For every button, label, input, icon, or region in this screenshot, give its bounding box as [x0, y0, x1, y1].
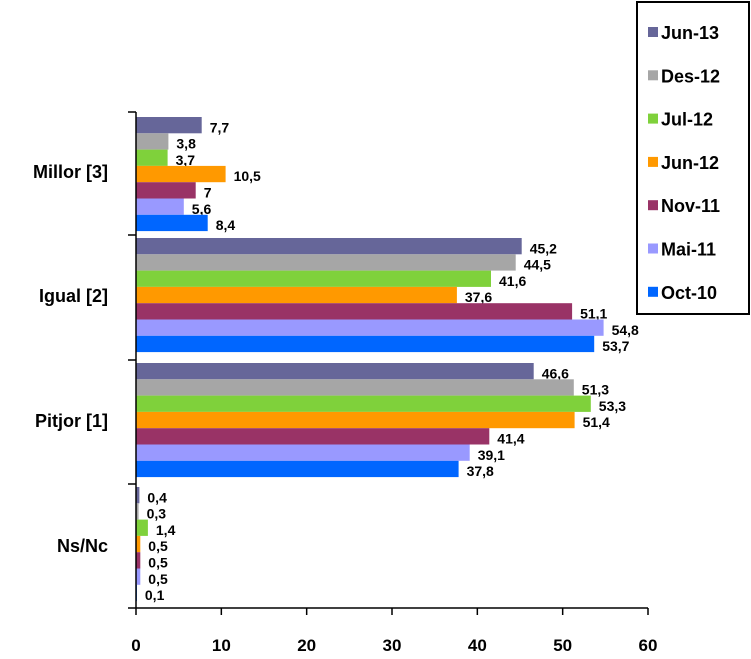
data-label: 41,4 [497, 431, 524, 447]
data-label: 5,6 [192, 201, 212, 217]
data-label: 10,5 [234, 168, 261, 184]
x-tick-label: 30 [383, 636, 402, 655]
legend-label: Jun-13 [661, 23, 719, 43]
bar-mai-11-2 [136, 444, 470, 461]
x-tick-label: 50 [553, 636, 572, 655]
legend-label: Nov-11 [661, 196, 720, 216]
data-label: 51,3 [582, 382, 609, 398]
legend-label: Jun-12 [661, 153, 719, 173]
bar-nov-11-0 [136, 182, 196, 199]
data-label: 39,1 [478, 447, 505, 463]
x-tick-label: 10 [212, 636, 231, 655]
category-label: Igual [2] [39, 286, 108, 306]
data-label: 0,5 [148, 538, 168, 554]
x-tick-label: 40 [468, 636, 487, 655]
bar-nov-11-2 [136, 428, 490, 445]
bar-jun-13-2 [136, 363, 534, 380]
data-label: 51,4 [583, 414, 610, 430]
legend-label: Mai-11 [661, 240, 716, 260]
x-tick-label: 20 [297, 636, 316, 655]
bars-layer: 7,7 3,83,7 10,5 75,68,4 45,244,541,6 37,6 51,1… [136, 117, 639, 603]
data-label: 41,6 [499, 273, 526, 289]
category-label: Ns/Nc [57, 536, 108, 556]
legend-label: Jul-12 [661, 110, 713, 130]
data-label: 44,5 [524, 257, 551, 273]
legend-swatch [648, 156, 658, 167]
data-label: 53,3 [599, 398, 626, 414]
bar-oct-10-0 [136, 214, 208, 232]
bar-mai-11-1 [136, 319, 604, 336]
data-label: 45,2 [530, 240, 557, 256]
bar-jul-12-2 [136, 395, 591, 412]
category-label: Millor [3] [33, 162, 108, 182]
data-label: 0,1 [145, 587, 165, 603]
bar-jun-13-1 [136, 238, 522, 255]
legend-swatch [648, 27, 658, 37]
legend: Jun-13 Des-12 Jul-12 Jun-12 Nov-11 Mai-11 Oct-… [636, 1, 750, 315]
bar-mai-11-0 [136, 198, 184, 215]
bar-jun-12-3 [136, 535, 141, 553]
bar-oct-10-2 [136, 460, 459, 478]
data-label: 51,1 [580, 306, 607, 322]
data-label: 7,7 [210, 119, 230, 135]
data-label: 8,4 [216, 217, 236, 233]
x-tick-label: 0 [131, 636, 140, 655]
bar-des-12-2 [136, 379, 574, 396]
bar-jun-13-0 [136, 117, 202, 134]
bar-des-12-1 [136, 254, 516, 271]
data-label: 0,5 [148, 571, 168, 587]
data-label: 3,7 [176, 152, 196, 168]
legend-swatch [648, 70, 658, 81]
data-label: 7 [204, 185, 212, 201]
bar-jun-12-2 [136, 411, 575, 429]
data-label: 53,7 [602, 338, 629, 354]
legend-swatch [648, 286, 658, 297]
data-label: 0,3 [147, 506, 167, 522]
bar-jun-13-3 [136, 487, 140, 504]
legend-swatch [648, 243, 658, 254]
data-label: 3,8 [176, 136, 196, 152]
category-label: Pitjor [1] [35, 411, 108, 431]
data-label: 0,4 [147, 489, 167, 505]
legend-swatch [648, 200, 658, 211]
axes-layer: Millor [3] Igual [2] Pitjor [1] Ns/Nc 0 10 20 3… [33, 111, 658, 655]
x-tick-label: 60 [639, 636, 658, 655]
legend-label: Des-12 [661, 66, 720, 86]
legend-label: Oct-10 [661, 283, 717, 303]
bar-des-12-3 [136, 503, 139, 520]
bar-jul-12-1 [136, 270, 491, 287]
legend-swatch [648, 113, 658, 124]
bar-des-12-0 [136, 133, 169, 150]
bar-nov-11-3 [136, 552, 141, 569]
data-label: 54,8 [612, 322, 639, 338]
data-label: 37,6 [465, 289, 492, 305]
bar-nov-11-1 [136, 303, 573, 320]
bar-jul-12-0 [136, 149, 168, 166]
bar-oct-10-1 [136, 335, 595, 353]
data-label: 0,5 [148, 555, 168, 571]
bar-mai-11-3 [136, 568, 141, 585]
bar-jun-12-1 [136, 286, 457, 304]
bar-jul-12-3 [136, 519, 148, 536]
data-label: 46,6 [542, 365, 569, 381]
data-label: 1,4 [156, 522, 176, 538]
data-label: 37,8 [467, 463, 494, 479]
bar-jun-12-0 [136, 165, 226, 183]
